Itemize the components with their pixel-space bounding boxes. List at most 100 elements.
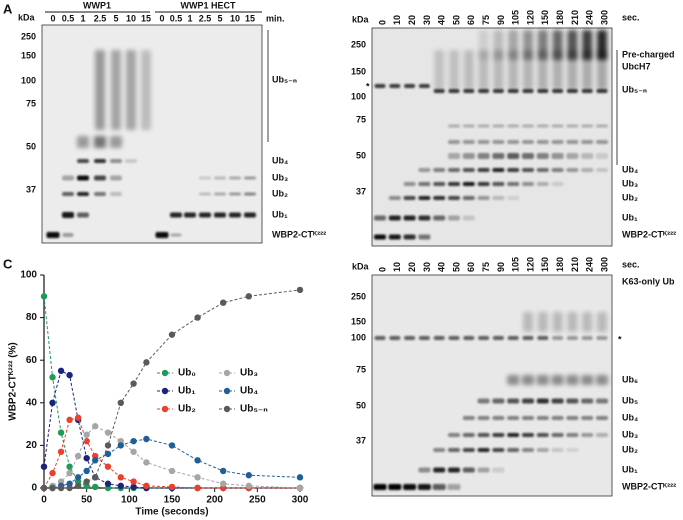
gel-band [581,153,594,159]
gel-band [433,182,446,186]
gel-band [507,336,519,340]
group-label: WWP1 [83,0,111,10]
group-label: WWP1 HECT [181,0,237,10]
lane-label: 2.5 [94,13,107,23]
band-label: Ub₁ [272,209,288,219]
lane-label: 0 [159,13,164,23]
gel-band [448,124,460,128]
data-point [57,429,65,436]
gel-band [566,416,579,420]
y-tick-label: 80 [26,312,38,323]
gel-band [536,140,549,144]
data-point [220,467,227,475]
gel-band [581,398,594,404]
gel-band [536,375,549,385]
gel-band [537,312,548,332]
lane-label: 150 [540,10,550,25]
x-tick-label: 300 [292,495,309,506]
gel-band [374,215,386,221]
gel-band [478,50,489,90]
gel-band [433,215,446,221]
gel-band [492,168,505,172]
gel-band [492,467,505,473]
band-label: Ub₁ [622,464,638,474]
lane-label: 50 [451,15,461,25]
gel-band [596,124,608,128]
gel-band [418,467,431,473]
data-point [104,450,112,458]
gel-band [566,448,579,452]
lane-label: 210 [570,257,580,272]
gel-band [418,182,431,186]
gel-band [507,398,520,404]
gel-band [566,398,579,404]
gel-band [448,448,460,452]
mw-marker: 50 [356,400,366,410]
gel-band [507,124,520,128]
gel-band [507,153,520,159]
gel-band [477,182,490,186]
legend-label: Ub₀ [178,368,196,379]
legend-label: Ub₅₋ₙ [240,404,268,415]
mw-marker: 50 [356,150,366,160]
gel-band [77,192,89,196]
lane-label: 10 [392,15,402,25]
lane-label: 1 [80,13,85,23]
data-point [143,459,150,466]
band-label: Ub₄ [622,412,638,422]
gel-band [462,215,475,221]
lane-label: 50 [451,262,461,272]
lane-label: 5 [217,13,222,23]
gel-band [418,196,431,200]
gel-band [214,176,226,180]
data-point [130,437,137,445]
gel-band [581,336,593,340]
gel-d [371,274,613,497]
lane-label: 120 [525,10,535,25]
gel-band [462,168,475,172]
lane-label: 0 [377,267,387,272]
data-point [66,371,73,379]
gel-band [477,124,490,128]
gel-band [170,212,182,218]
gel-band [507,433,520,437]
data-point [92,483,99,491]
gel-band [566,153,579,159]
gel-band [492,448,505,452]
lane-label: 120 [525,257,535,272]
gel-band [404,84,416,88]
gel-a [41,24,263,244]
band-label: Ub₅₋ₙ [622,84,647,94]
gel-band [477,416,490,420]
gel-band [77,136,89,148]
gel-band [433,168,446,172]
mw-marker: 150 [21,50,36,60]
gel-band [448,467,460,473]
lane-label: 0 [50,13,55,23]
gel-band [492,416,505,420]
gel-band [581,375,594,385]
gel-band [244,192,256,196]
band-label: Ub₂ [622,444,638,454]
gel-band [388,234,401,240]
gel-band [448,168,460,172]
gel-band [492,398,505,404]
gel-band [418,168,431,172]
legend-marker [223,387,231,395]
gel-band [403,215,416,221]
band-label: WBP2-CTᴷ²²² [622,481,676,491]
gel-band [596,433,608,437]
gel-band [507,375,520,385]
gel-band [477,398,490,404]
gel-band [433,196,446,200]
data-point [49,469,56,477]
gel-band [418,215,431,221]
gel-band [418,336,430,340]
mw-marker: 250 [351,39,366,49]
mw-marker: 150 [351,316,366,326]
gel-band [536,168,549,172]
gel-band [566,433,579,437]
gel-band [463,336,475,340]
gel-band [110,136,122,148]
data-point [117,474,125,481]
